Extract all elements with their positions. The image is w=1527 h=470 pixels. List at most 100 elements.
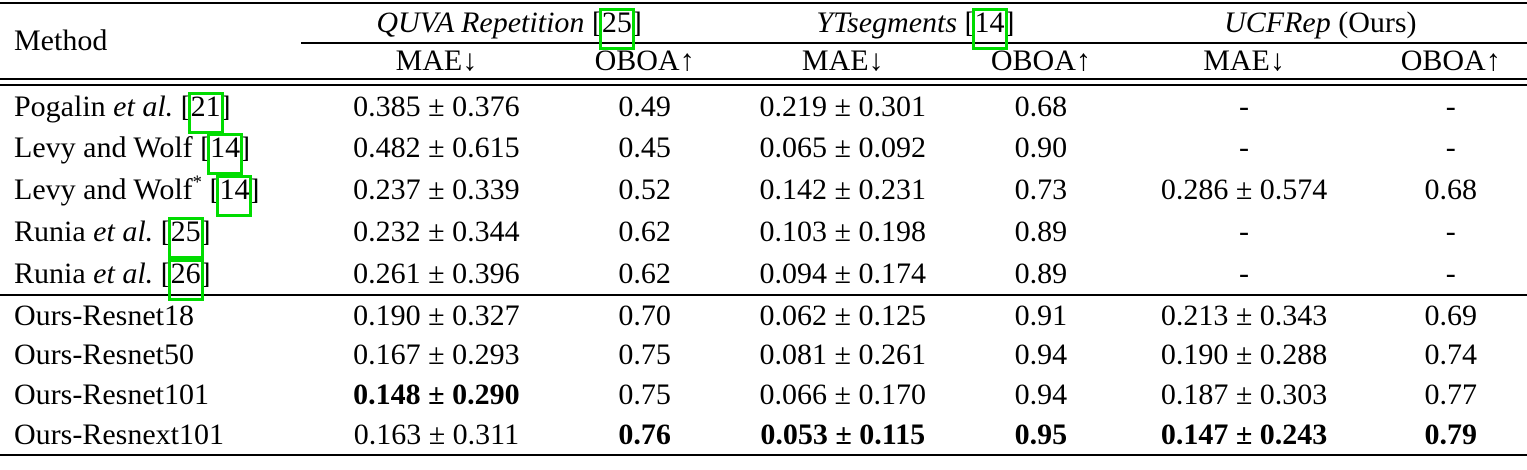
citation-link-14[interactable]: 14: [974, 6, 1005, 39]
cell-ucf-mae: 0.190 ± 0.288: [1160, 338, 1328, 371]
cell-quva-oboa: 0.75: [618, 338, 671, 371]
cell-yt-mae: 0.094 ± 0.174: [759, 256, 926, 290]
citation-link-14[interactable]: 14: [219, 173, 250, 206]
citation-link-21[interactable]: 21: [190, 89, 221, 123]
bracket: ]: [240, 131, 251, 164]
cell-quva-oboa: 0.62: [618, 256, 671, 290]
cell-ucf-oboa: 0.68: [1424, 173, 1477, 206]
dataset-name: UCFRep: [1224, 6, 1331, 39]
header-row-metrics: MAE↓ OBOA↑ MAE↓ OBOA↑ MAE↓ OBOA↑: [0, 43, 1527, 80]
cell-method: Ours-Resnext101: [0, 415, 301, 455]
cell-ucf-mae: 0.147 ± 0.243: [1160, 417, 1328, 451]
cell-method: Pogalin et al. [21]: [14, 89, 231, 123]
cell-ucf-mae: -: [1239, 215, 1250, 248]
subheader-quva-mae: MAE↓: [300, 43, 572, 80]
bracket: ]: [220, 89, 231, 123]
cell-yt-oboa: 0.94: [1014, 338, 1068, 371]
bracket: [: [160, 256, 171, 290]
cell-method: Ours-Resnet101: [0, 375, 301, 415]
cell-yt-oboa: 0.91: [968, 294, 1114, 335]
cell-quva-mae: 0.163 ± 0.311: [353, 417, 520, 451]
cell-quva-mae: 0.167 ± 0.293: [353, 338, 520, 371]
citation-link-26[interactable]: 26: [170, 256, 201, 290]
bracket: ]: [1004, 6, 1015, 39]
citation-link-25[interactable]: 25: [170, 215, 201, 248]
cell-yt-oboa: 0.95: [1014, 417, 1068, 451]
cell-yt-mae: 0.142 ± 0.231: [759, 173, 926, 206]
double-rule-spacer: [0, 79, 1527, 86]
cell-ucf-mae: -: [1239, 256, 1250, 290]
cell-quva-mae: 0.261 ± 0.396: [353, 256, 520, 290]
cell-yt-oboa: 0.89: [1014, 215, 1068, 248]
table-row: Levy and Wolf [14] 0.482 ± 0.615 0.45 0.…: [0, 127, 1527, 169]
cell-ucf-oboa: -: [1445, 89, 1456, 123]
method-name: Runia: [14, 215, 94, 248]
cell-quva-oboa: 0.45: [618, 131, 671, 164]
cell-ucf-oboa: -: [1445, 256, 1456, 290]
bracket: ]: [200, 215, 211, 248]
cell-yt-oboa: 0.68: [1014, 89, 1068, 123]
cell-quva-mae: 0.237 ± 0.339: [353, 173, 520, 206]
bracket: [: [591, 6, 602, 39]
cell-ucf-oboa: 0.74: [1424, 338, 1477, 371]
cell-ucf-oboa: -: [1445, 215, 1456, 248]
table-row: Runia et al. [25] 0.232 ± 0.344 0.62 0.1…: [0, 211, 1527, 253]
subheader-yt-oboa: OBOA↑: [968, 43, 1114, 80]
cell-quva-oboa: 0.62: [618, 215, 671, 248]
cell-ucf-oboa: -: [1445, 131, 1456, 164]
bracket: [: [160, 215, 171, 248]
citation-link-14[interactable]: 14: [210, 131, 241, 164]
cell-quva-mae: 0.482 ± 0.615: [353, 131, 520, 164]
cell-quva-mae: 0.190 ± 0.327: [300, 294, 572, 335]
asterisk: *: [192, 172, 202, 193]
cell-quva-oboa: 0.52: [618, 173, 671, 206]
bracket: [: [180, 89, 191, 123]
cell-quva-mae: 0.385 ± 0.376: [353, 89, 520, 123]
col-group-quva-repetition: QUVA Repetition [25]: [300, 3, 718, 44]
method-name: Levy and Wolf: [14, 131, 193, 164]
table-row: Ours-Resnet50 0.167 ± 0.293 0.75 0.081 ±…: [0, 335, 1527, 375]
method-name: Ours-Resnet50: [14, 338, 194, 371]
cell-yt-mae: 0.103 ± 0.198: [759, 215, 926, 248]
table-row: Runia et al. [26] 0.261 ± 0.396 0.62 0.0…: [0, 253, 1527, 295]
cell-yt-oboa: 0.90: [1014, 131, 1068, 164]
dataset-name: YTsegments: [816, 6, 958, 39]
cell-quva-mae: 0.232 ± 0.344: [353, 215, 520, 248]
col-group-ucfrep: UCFRep (Ours): [1113, 3, 1527, 44]
cell-quva-mae: 0.148 ± 0.290: [353, 378, 520, 411]
dataset-name: QUVA Repetition: [376, 6, 585, 39]
bracket: [: [200, 131, 211, 164]
cell-ucf-oboa: 0.77: [1424, 378, 1477, 411]
cell-quva-oboa: 0.76: [618, 417, 671, 451]
subheader-yt-mae: MAE↓: [717, 43, 969, 80]
bracket: ]: [200, 256, 211, 290]
col-group-ytsegments: YTsegments [14]: [717, 3, 1114, 44]
cell-ucf-oboa: 0.69: [1374, 294, 1527, 335]
bracket: [: [209, 173, 220, 206]
method-name: Pogalin: [14, 89, 114, 123]
cell-ucf-mae: 0.187 ± 0.303: [1160, 378, 1328, 411]
table-row: Ours-Resnext101 0.163 ± 0.311 0.76 0.053…: [0, 415, 1527, 455]
bracket: ]: [249, 173, 260, 206]
method-name: Ours-Resnet101: [14, 378, 209, 411]
cell-method: Runia et al. [25]: [14, 215, 211, 248]
bracket: [: [964, 6, 975, 39]
table-row: Levy and Wolf* [14] 0.237 ± 0.339 0.52 0…: [0, 169, 1527, 211]
cell-yt-mae: 0.053 ± 0.115: [760, 417, 926, 451]
cell-method: Ours-Resnet18: [0, 294, 301, 335]
header-row-datasets: Method QUVA Repetition [25] YTsegments […: [0, 3, 1527, 80]
cell-yt-mae: 0.066 ± 0.170: [759, 378, 926, 411]
cell-yt-mae: 0.065 ± 0.092: [759, 131, 926, 164]
citation-link-25[interactable]: 25: [601, 6, 632, 39]
col-header-method: Method: [0, 3, 301, 80]
cell-method: Levy and Wolf [14]: [0, 127, 301, 169]
method-name: Ours-Resnext101: [14, 417, 224, 451]
method-name: Levy and Wolf: [14, 173, 193, 206]
cell-ucf-mae: 0.286 ± 0.574: [1160, 173, 1328, 206]
cell-yt-oboa: 0.89: [1014, 256, 1068, 290]
cell-ucf-mae: -: [1239, 131, 1250, 164]
table-row: Pogalin et al. [21] 0.385 ± 0.376 0.49 0…: [0, 85, 1527, 127]
subheader-ucf-mae: MAE↓: [1113, 43, 1375, 80]
table-row: Ours-Resnet18 0.190 ± 0.327 0.70 0.062 ±…: [0, 294, 1527, 335]
cell-quva-oboa: 0.75: [618, 378, 671, 411]
